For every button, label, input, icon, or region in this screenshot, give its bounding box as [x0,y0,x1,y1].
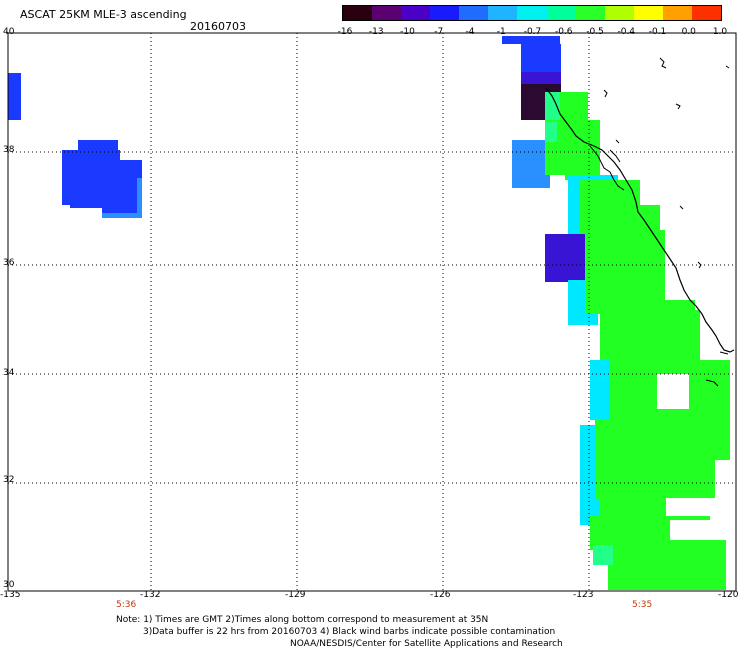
data-gap [724,486,736,516]
map-frame [7,32,737,592]
lon-label-132: -132 [140,590,161,600]
colorbar-segment [459,6,489,20]
lon-label-120: -120 [718,590,739,600]
lon-label-126: -126 [430,590,451,600]
colorbar-segment [575,6,605,20]
lat-label-34: 34 [3,368,15,378]
colorbar-tick-label: -13 [368,27,384,37]
note-line-3: NOAA/NESDIS/Center for Satellite Applica… [290,639,563,649]
colorbar-segment [517,6,547,20]
map-date: 20160703 [190,20,246,33]
swath-cell [620,230,665,310]
colorbar-segment [372,6,402,20]
swath-cell [8,73,21,120]
lon-label-123: -123 [573,590,594,600]
time-label-west: 5:36 [116,600,137,610]
colorbar-segment [343,6,373,20]
coastline [545,87,735,353]
swath-cell [650,300,695,350]
colorbar-strip [342,5,722,21]
swath-cell [545,122,557,142]
swath-cell [512,140,550,188]
colorbar-tick-label: 1.0 [712,27,728,37]
swath-cell [521,44,561,72]
time-label-east: 5:35 [632,600,653,610]
colorbar-segment [633,6,663,20]
lat-lon-grid [8,33,736,591]
swath-cell [102,178,137,213]
lon-label-129: -129 [285,590,306,600]
swath-cell [585,120,600,155]
lat-label-30: 30 [3,580,15,590]
colorbar-tick-label: -0.4 [617,27,636,37]
swath-cell [560,92,588,122]
swath-cell [545,234,585,282]
colorbar-tick-label: -0.6 [554,27,573,37]
colorbar-tick-label: -1 [496,27,506,37]
lat-label-36: 36 [3,258,15,268]
swath-cell [502,36,560,44]
data-gap [657,374,689,409]
swath-cell [78,140,118,160]
swath-cell [521,72,561,84]
wind-swath-cells [8,36,736,590]
colorbar-tick-label: -0.7 [523,27,542,37]
islands [603,57,730,387]
note-line-2: 3)Data buffer is 22 hrs from 20160703 4)… [143,627,556,637]
colorbar-segment [488,6,518,20]
swath-cell [593,545,613,565]
colorbar-tick-label: 0.0 [681,27,696,37]
colorbar [342,5,722,21]
note-line-1: Note: 1) Times are GMT 2)Times along bot… [116,615,489,625]
lon-label-135: -135 [0,590,21,600]
colorbar-tick-label: -4 [465,27,475,37]
lat-label-32: 32 [3,475,15,485]
colorbar-tick-label: -10 [400,27,415,37]
colorbar-tick-label: -16 [337,27,353,37]
colorbar-segment [604,6,634,20]
swath-cell [608,540,726,590]
colorbar-segment [546,6,576,20]
colorbar-segment [401,6,431,20]
lat-label-38: 38 [3,145,15,155]
colorbar-segment [662,6,692,20]
map-title: ASCAT 25KM MLE-3 ascending [20,8,187,21]
lat-label-40: 40 [3,27,15,37]
colorbar-tick-label: -0.1 [648,27,667,37]
colorbar-segment [430,6,460,20]
colorbar-tick-label: -0.5 [586,27,604,37]
coastline-inlet [589,145,625,191]
colorbar-tick-label: -7 [434,27,444,37]
data-gap [666,498,724,516]
colorbar-segment [691,6,722,20]
